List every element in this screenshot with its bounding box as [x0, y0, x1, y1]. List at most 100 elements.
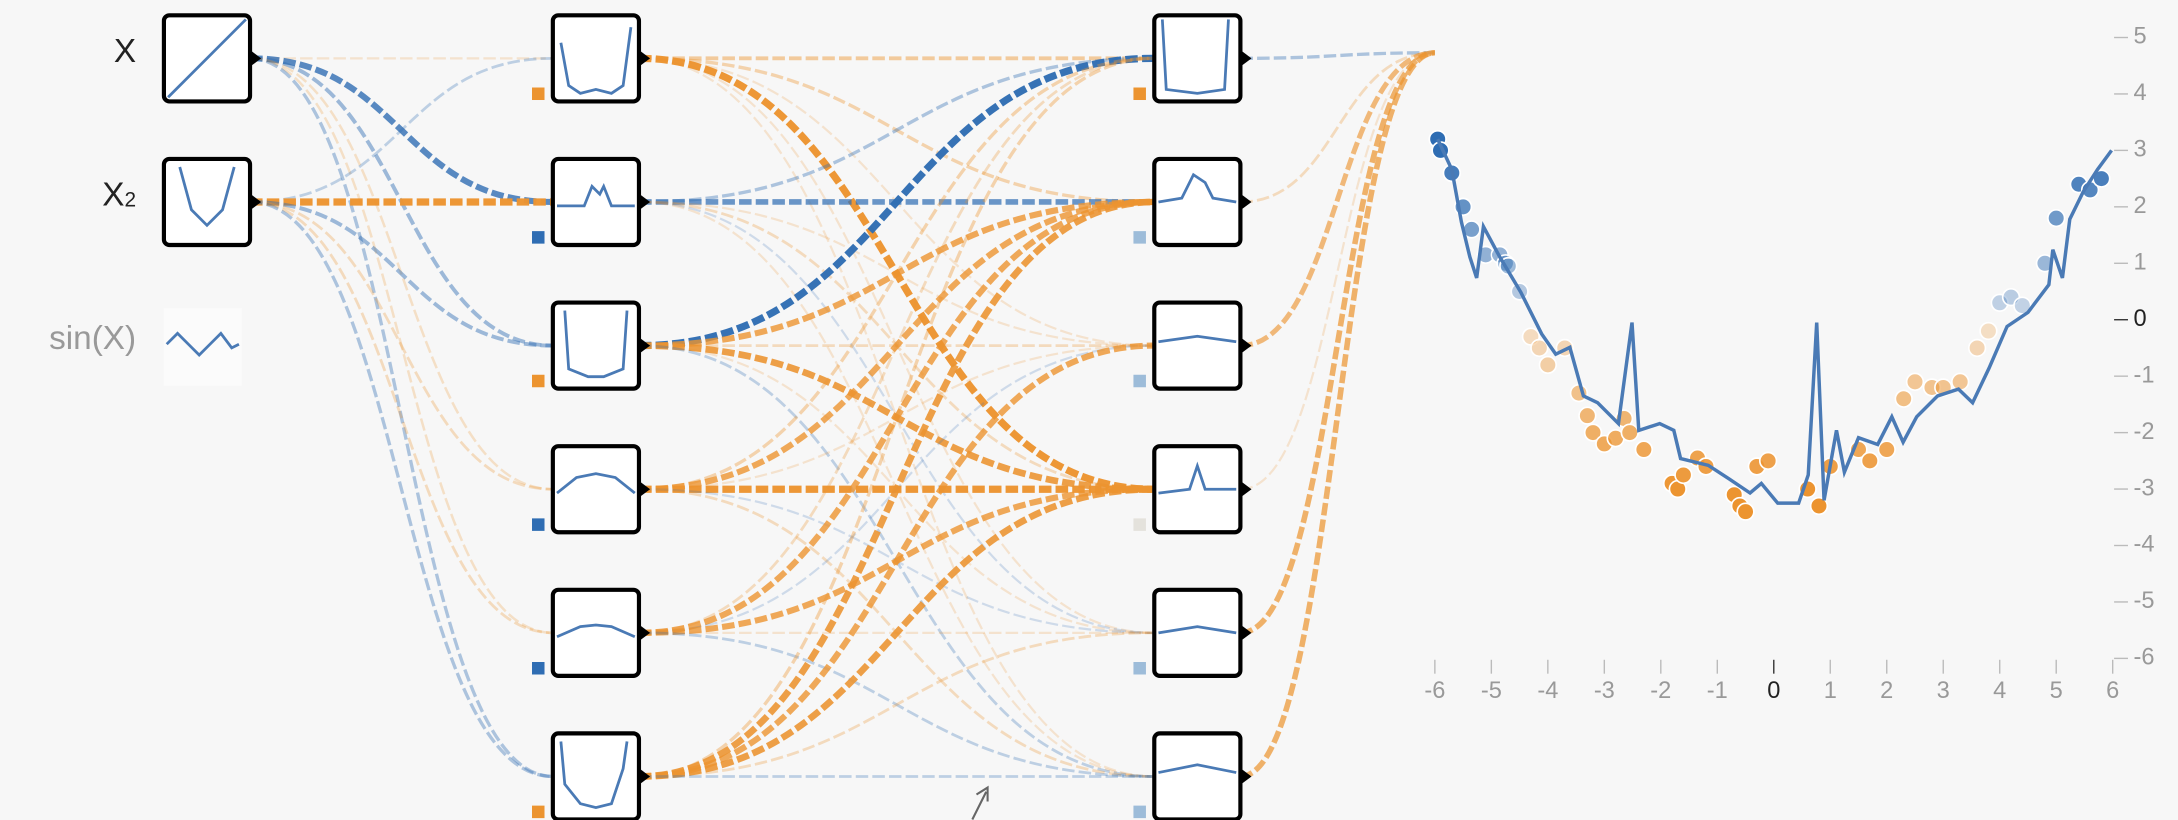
bias: [532, 231, 545, 244]
data-point: [1951, 372, 1970, 391]
input-label: X: [114, 33, 136, 70]
neuron[interactable]: [1152, 13, 1252, 104]
neuron-output: [638, 193, 651, 211]
bias: [1133, 518, 1146, 531]
weight-link[interactable]: [1240, 50, 1436, 636]
data-point: [1979, 321, 1998, 341]
data-point: [1758, 451, 1778, 471]
neuron-output: [638, 480, 651, 498]
weight-link[interactable]: [638, 56, 1155, 779]
neuron[interactable]: [161, 156, 262, 248]
weight-link[interactable]: [638, 485, 1155, 780]
neuron[interactable]: [550, 587, 651, 678]
neuron-output: [638, 50, 651, 67]
weight-link[interactable]: [250, 200, 553, 348]
x-tick-label: 6: [2106, 678, 2119, 704]
weight-link[interactable]: [1240, 51, 1435, 491]
data-point: [1674, 465, 1693, 485]
bias: [1133, 662, 1146, 675]
data-point: [1894, 389, 1913, 408]
weight-link[interactable]: [638, 631, 1155, 778]
neuron[interactable]: [550, 444, 651, 535]
weight-link[interactable]: [250, 200, 553, 779]
neuron[interactable]: [1152, 156, 1252, 248]
x-tick-label: 5: [2050, 678, 2063, 704]
x-tick-label: 0: [1767, 678, 1780, 704]
neuron[interactable]: [1152, 587, 1252, 678]
y-tick-label: -2: [2134, 419, 2155, 445]
data-point: [2047, 208, 2066, 228]
weight-link[interactable]: [638, 631, 1155, 778]
bias: [1133, 87, 1146, 101]
data-point: [1620, 423, 1639, 442]
input-label: X2: [102, 176, 136, 213]
bias: [532, 87, 545, 101]
x-tick-label: 2: [1880, 678, 1893, 704]
data-point: [1860, 451, 1879, 471]
weight-link[interactable]: [1240, 50, 1435, 349]
weight-link[interactable]: [638, 56, 1155, 204]
weight-link[interactable]: [250, 57, 553, 635]
neuron[interactable]: [550, 300, 651, 391]
data-point: [1530, 338, 1549, 358]
neuron[interactable]: [550, 156, 651, 248]
weight-link[interactable]: [1240, 50, 1436, 780]
data-point: [1990, 293, 2009, 312]
node-curve: [1158, 461, 1237, 495]
x-tick-label: -4: [1537, 678, 1558, 704]
neuron-output: [1240, 768, 1252, 785]
weight-link[interactable]: [638, 56, 1155, 635]
weight-link[interactable]: [250, 56, 553, 204]
weight-link[interactable]: [638, 198, 1155, 636]
neuron[interactable]: [1152, 731, 1252, 820]
neuron-box: [1152, 300, 1243, 391]
bias: [532, 374, 545, 388]
y-tick-label: -4: [2134, 532, 2155, 558]
neuron[interactable]: [550, 731, 651, 820]
neuron[interactable]: [161, 13, 262, 104]
input-label: sin(X): [49, 320, 136, 357]
y-tick-label: -3: [2134, 475, 2155, 501]
output-plot: -6 -5 -4 -3 -2 -1 0 1 2 3 4 5 6 5 4 3 2 1 0 -1 -2 -3 -4 -5 -6: [1424, 24, 2154, 704]
x-tick-label: -1: [1707, 678, 1728, 704]
weight-link[interactable]: [250, 55, 553, 206]
x-tick-label: -2: [1650, 678, 1671, 704]
data-point: [1569, 383, 1589, 403]
input-label-text: X: [102, 176, 124, 213]
x-tick-label: 4: [1993, 678, 2006, 704]
data-point: [1538, 355, 1558, 375]
data-point: [1578, 406, 1597, 425]
neuron[interactable]: [1152, 444, 1252, 535]
weight-link[interactable]: [250, 57, 553, 491]
neuron[interactable]: [550, 13, 651, 104]
x-tick-label: -3: [1594, 678, 1615, 704]
neuron-output: [638, 337, 651, 354]
neuron-output: [1240, 193, 1252, 211]
weight-link[interactable]: [638, 342, 1155, 780]
weight-link[interactable]: [250, 200, 553, 491]
prediction-line: [1436, 138, 2113, 505]
links: [250, 50, 1436, 780]
y-tick-label: -5: [2134, 588, 2155, 614]
neuron-output: [1240, 337, 1252, 354]
weight-link[interactable]: [638, 54, 1155, 350]
neuron-inactive[interactable]: [163, 308, 242, 386]
weight-link[interactable]: [638, 198, 1155, 780]
node-curve: [167, 18, 247, 99]
weight-link[interactable]: [250, 56, 553, 779]
weight-link[interactable]: [638, 198, 1155, 349]
x-tick-label: 1: [1824, 678, 1837, 704]
neuron[interactable]: [1152, 300, 1252, 391]
weight-link[interactable]: [1240, 51, 1435, 204]
bias: [1133, 805, 1146, 819]
weight-link[interactable]: [638, 56, 1155, 491]
weight-link[interactable]: [638, 56, 1155, 204]
bias: [532, 518, 545, 531]
neuron-output: [250, 50, 262, 67]
neuron-box: [1152, 156, 1243, 248]
hint-arrow: [971, 785, 989, 820]
weight-link[interactable]: [638, 198, 1155, 493]
node-curve: [1158, 625, 1237, 635]
weight-link[interactable]: [250, 200, 553, 635]
